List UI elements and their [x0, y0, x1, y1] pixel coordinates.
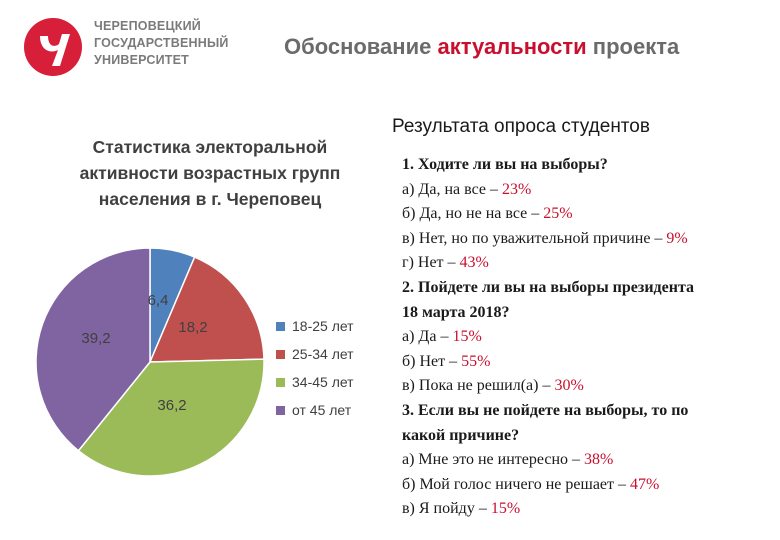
survey-percent: 15%	[490, 500, 521, 518]
survey-percent: 23%	[501, 180, 532, 198]
university-name: ЧЕРЕПОВЕЦКИЙ ГОСУДАРСТВЕННЫЙ УНИВЕРСИТЕТ	[94, 18, 229, 69]
survey-answer: б) Мой голос ничего не решает – 47%	[402, 473, 780, 498]
pie-slice	[148, 256, 265, 363]
legend-item: от 45 лет	[276, 396, 354, 424]
survey-answer: в) Я пойду – 15%	[402, 497, 780, 522]
survey-line-text: а) Да, на все –	[402, 180, 502, 198]
survey-line-text: в) Я пойду –	[402, 500, 491, 518]
slide-title: Обоснование актуальности проекта	[284, 34, 679, 60]
survey-question: 18 марта 2018?	[402, 301, 780, 326]
slide-title-pre: Обоснование	[284, 34, 438, 59]
survey-percent: 15%	[452, 328, 482, 346]
legend-swatch	[276, 405, 285, 415]
survey-answer: в) Пока не решил(а) – 30%	[402, 374, 780, 399]
pie-data-label: 39,2	[81, 330, 110, 347]
chart-title-line: Статистика электоральной	[92, 137, 328, 157]
survey-question: 2. Пойдете ли вы на выборы президента	[402, 276, 780, 301]
pie-data-label: 18,2	[178, 319, 207, 336]
chart-title-line: активности возрастных групп	[79, 163, 341, 183]
pie-data-label: 6,4	[148, 292, 169, 309]
survey-heading: Результата опроса студентов	[392, 116, 650, 137]
survey-line-text: в) Пока не решил(а) –	[402, 377, 555, 395]
survey-answer: г) Нет – 43%	[402, 251, 780, 276]
survey-line-text: б) Мой голос ничего не решает –	[402, 475, 631, 493]
legend-item: 25-34 лет	[276, 340, 354, 368]
survey-line-text: а) Да –	[402, 328, 453, 346]
survey-answer: а) Да – 15%	[402, 325, 780, 350]
university-name-line: ГОСУДАРСТВЕННЫЙ	[94, 36, 229, 50]
survey-answer: в) Нет, но по уважительной причине – 9%	[402, 227, 780, 252]
chart-title: Статистика электоральной активности возр…	[40, 134, 380, 212]
survey-question: 1. Ходите ли вы на выборы?	[402, 153, 780, 178]
survey-percent: 43%	[459, 254, 489, 272]
survey-results: 1. Ходите ли вы на выборы? а) Да, на все …	[402, 153, 780, 522]
survey-line-text: г) Нет –	[402, 254, 460, 272]
legend-swatch	[276, 349, 285, 359]
pie-data-label: 36,2	[157, 397, 186, 414]
legend-item: 34-45 лет	[276, 368, 354, 396]
legend-item: 18-25 лет	[276, 312, 354, 340]
university-logo-icon	[24, 18, 82, 76]
survey-answer: а) Да, на все – 23%	[402, 178, 780, 203]
pie-slice	[77, 358, 265, 477]
legend-label: 18-25 лет	[292, 318, 354, 334]
slide-title-post: проекта	[586, 34, 680, 59]
pie-slice	[35, 247, 151, 452]
survey-line-text: 1. Ходите ли вы на выборы?	[402, 156, 608, 173]
university-name-line: ЧЕРЕПОВЕЦКИЙ	[94, 19, 201, 33]
survey-line-text: б) Да, но не на все –	[402, 205, 544, 223]
survey-line-text: в) Нет, но по уважительной причине –	[402, 229, 667, 247]
chart-title-line: населения в г. Череповец	[98, 189, 322, 209]
legend-label: 34-45 лет	[292, 374, 354, 390]
survey-line-text: 2. Пойдете ли вы на выборы президента	[402, 278, 695, 296]
survey-line-text: какой причине?	[402, 426, 520, 444]
survey-answer: а) Мне это не интересно – 38%	[402, 448, 780, 473]
survey-question: 3. Если вы не пойдете на выборы, то по	[402, 399, 780, 424]
survey-line-text: а) Мне это не интересно –	[402, 451, 585, 469]
survey-percent: 55%	[461, 352, 491, 370]
chart-legend: 18-25 лет 25-34 лет 34-45 лет от 45 лет	[276, 312, 354, 424]
survey-answer: б) Нет – 55%	[402, 350, 780, 375]
legend-label: от 45 лет	[292, 402, 352, 418]
pie-chart: 6,4 18,2 36,2 39,2	[35, 247, 265, 477]
survey-line-text: 18 марта 2018?	[402, 303, 510, 321]
legend-label: 25-34 лет	[292, 346, 354, 362]
survey-line-text: б) Нет –	[402, 352, 462, 370]
legend-swatch	[276, 321, 285, 331]
university-name-line: УНИВЕРСИТЕТ	[94, 53, 189, 67]
survey-percent: 30%	[554, 377, 584, 395]
survey-line-text: 3. Если вы не пойдете на выборы, то по	[402, 401, 689, 419]
legend-swatch	[276, 377, 285, 387]
survey-question: какой причине?	[402, 424, 780, 449]
survey-percent: 47%	[630, 475, 660, 493]
survey-percent: 38%	[584, 451, 614, 469]
survey-percent: 9%	[666, 229, 688, 247]
survey-answer: б) Да, но не на все – 25%	[402, 202, 780, 227]
slide-title-accent: актуальности	[437, 34, 587, 59]
survey-percent: 25%	[543, 205, 573, 223]
